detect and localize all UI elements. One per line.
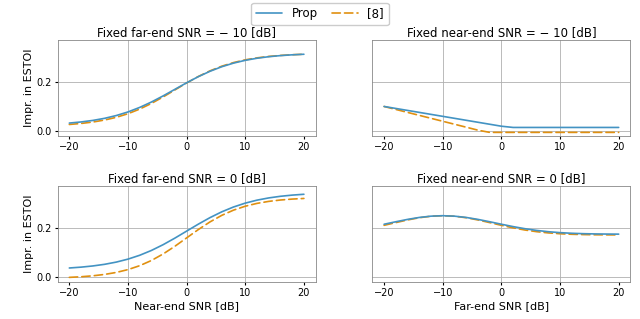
Title: Fixed near-end SNR = − 10 [dB]: Fixed near-end SNR = − 10 [dB] <box>406 26 596 39</box>
Legend: Prop, [8]: Prop, [8] <box>252 3 388 25</box>
X-axis label: Far-end SNR [dB]: Far-end SNR [dB] <box>454 300 549 311</box>
Title: Fixed far-end SNR = − 10 [dB]: Fixed far-end SNR = − 10 [dB] <box>97 26 276 39</box>
Title: Fixed near-end SNR = 0 [dB]: Fixed near-end SNR = 0 [dB] <box>417 172 586 185</box>
X-axis label: Near-end SNR [dB]: Near-end SNR [dB] <box>134 300 239 311</box>
Y-axis label: Impr. in ESTOI: Impr. in ESTOI <box>24 195 34 273</box>
Title: Fixed far-end SNR = 0 [dB]: Fixed far-end SNR = 0 [dB] <box>108 172 266 185</box>
Y-axis label: Impr. in ESTOI: Impr. in ESTOI <box>24 49 34 127</box>
